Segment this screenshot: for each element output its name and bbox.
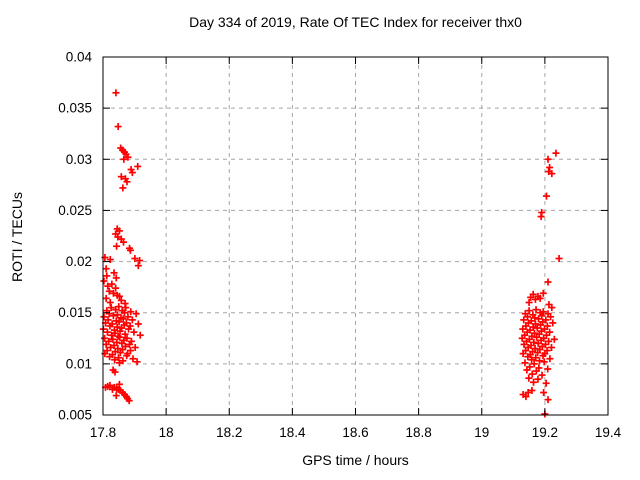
x-axis-label: GPS time / hours [302,452,409,468]
x-tick-label: 18.6 [342,425,368,440]
x-tick-label: 18 [159,425,174,440]
x-tick-label: 19.4 [595,425,622,440]
y-tick-label: 0.035 [58,101,92,116]
y-tick-label: 0.01 [66,356,92,371]
x-tick-label: 18.2 [216,425,242,440]
x-tick-label: 17.8 [90,425,116,440]
x-tick-label: 19.2 [532,425,558,440]
y-tick-label: 0.02 [66,254,92,269]
chart-title: Day 334 of 2019, Rate Of TEC Index for r… [189,14,522,30]
x-tick-label: 18.4 [279,425,306,440]
y-tick-label: 0.025 [58,203,92,218]
x-tick-label: 18.8 [405,425,431,440]
y-tick-label: 0.03 [66,152,92,167]
x-tick-label: 19 [474,425,489,440]
y-tick-label: 0.015 [58,305,92,320]
y-tick-label: 0.005 [58,408,92,423]
y-tick-label: 0.04 [66,50,93,65]
